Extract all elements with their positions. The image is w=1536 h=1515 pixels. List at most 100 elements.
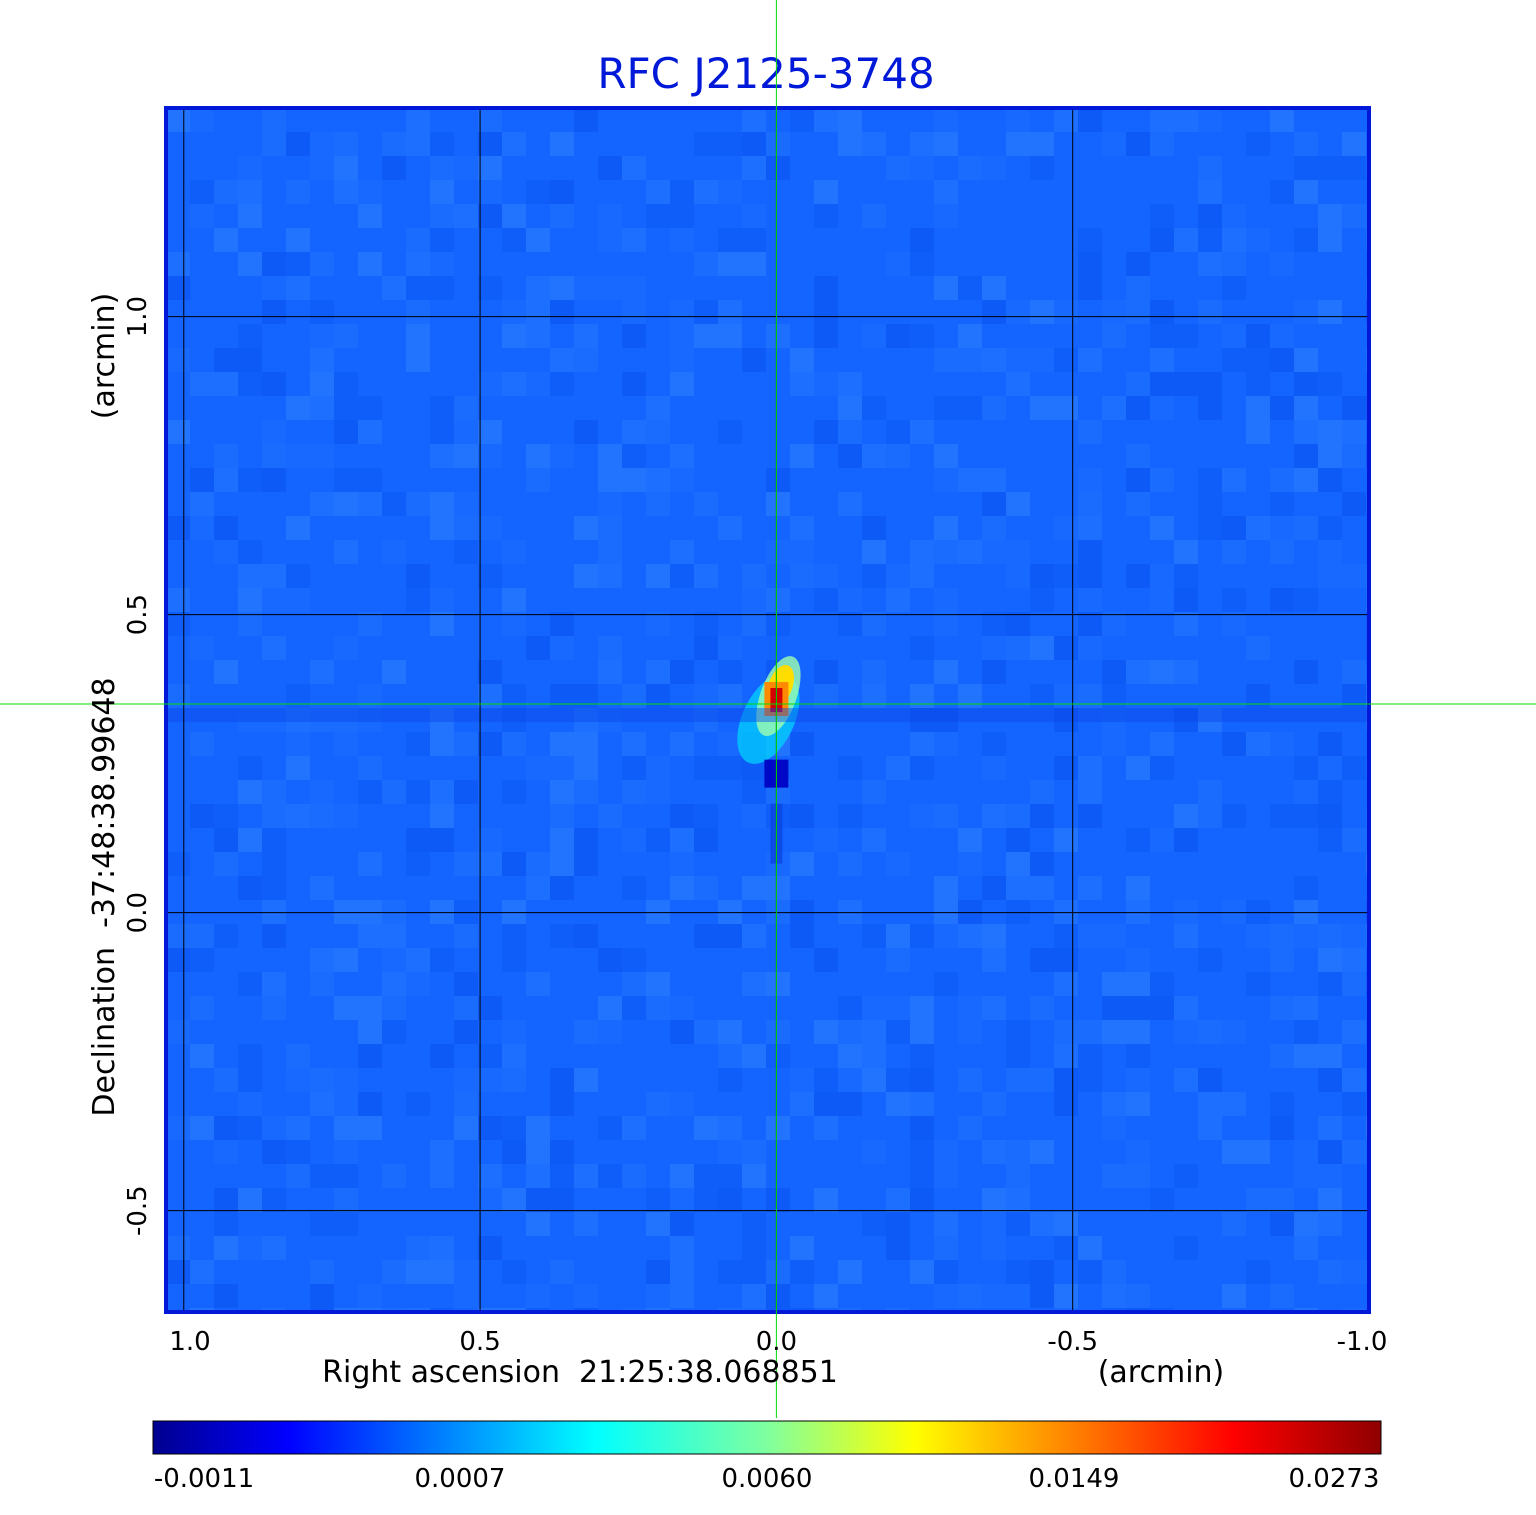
noise-pixel (382, 276, 406, 300)
noise-pixel (862, 1020, 886, 1044)
noise-pixel (694, 756, 718, 780)
noise-pixel (454, 972, 478, 996)
noise-pixel (1198, 396, 1222, 420)
noise-pixel (1030, 996, 1054, 1020)
noise-pixel (910, 324, 934, 348)
noise-pixel (1078, 276, 1102, 300)
noise-pixel (310, 252, 334, 276)
noise-pixel (190, 804, 214, 828)
noise-pixel (454, 444, 478, 468)
noise-pixel (670, 876, 694, 900)
noise-pixel (670, 1188, 694, 1212)
noise-pixel (1294, 1164, 1318, 1188)
noise-pixel (742, 972, 766, 996)
noise-pixel (1054, 300, 1078, 324)
noise-pixel (1174, 564, 1198, 588)
noise-pixel (646, 660, 670, 684)
noise-pixel (502, 1116, 526, 1140)
noise-pixel (1246, 900, 1270, 924)
noise-pixel (886, 588, 910, 612)
plot-area (166, 108, 1369, 1312)
noise-pixel (454, 420, 478, 444)
noise-pixel (1054, 1212, 1078, 1236)
noise-pixel (1150, 660, 1174, 684)
noise-pixel (934, 732, 958, 756)
noise-pixel (190, 180, 214, 204)
noise-pixel (598, 228, 622, 252)
noise-pixel (742, 804, 766, 828)
noise-pixel (1102, 972, 1126, 996)
noise-pixel (982, 468, 1006, 492)
noise-pixel (742, 1164, 766, 1188)
noise-pixel (502, 612, 526, 636)
noise-pixel (190, 492, 214, 516)
noise-pixel (1174, 1020, 1198, 1044)
noise-pixel (670, 1164, 694, 1188)
noise-pixel (862, 660, 886, 684)
noise-pixel (238, 204, 262, 228)
noise-pixel (430, 132, 454, 156)
noise-pixel (1006, 108, 1030, 132)
noise-pixel (790, 516, 814, 540)
noise-pixel (862, 516, 886, 540)
noise-pixel (958, 468, 982, 492)
noise-pixel (406, 948, 430, 972)
noise-pixel (718, 1020, 742, 1044)
noise-pixel (958, 348, 982, 372)
noise-pixel (1006, 540, 1030, 564)
noise-pixel (622, 228, 646, 252)
noise-pixel (310, 300, 334, 324)
noise-pixel (286, 564, 310, 588)
noise-pixel (310, 324, 334, 348)
noise-pixel (694, 1188, 718, 1212)
noise-pixel (1174, 324, 1198, 348)
noise-pixel (1150, 732, 1174, 756)
noise-pixel (790, 1068, 814, 1092)
noise-pixel (478, 156, 502, 180)
noise-pixel (1198, 204, 1222, 228)
noise-pixel (166, 948, 190, 972)
noise-pixel (766, 1284, 790, 1308)
noise-pixel (694, 324, 718, 348)
noise-pixel (598, 1116, 622, 1140)
noise-pixel (1270, 1116, 1294, 1140)
noise-pixel (718, 132, 742, 156)
noise-pixel (1126, 900, 1150, 924)
noise-pixel (382, 972, 406, 996)
noise-pixel (1126, 468, 1150, 492)
noise-pixel (430, 708, 454, 732)
noise-pixel (790, 348, 814, 372)
noise-pixel (598, 564, 622, 588)
noise-pixel (238, 588, 262, 612)
noise-pixel (1294, 516, 1318, 540)
noise-pixel (934, 540, 958, 564)
noise-pixel (982, 660, 1006, 684)
noise-pixel (910, 1188, 934, 1212)
noise-pixel (1054, 828, 1078, 852)
noise-pixel (238, 564, 262, 588)
noise-pixel (430, 276, 454, 300)
noise-pixel (1270, 252, 1294, 276)
noise-pixel (718, 324, 742, 348)
noise-pixel (838, 996, 862, 1020)
noise-pixel (358, 900, 382, 924)
noise-pixel (622, 300, 646, 324)
noise-pixel (1102, 1260, 1126, 1284)
noise-pixel (1270, 1092, 1294, 1116)
noise-pixel (1318, 732, 1342, 756)
noise-pixel (358, 1020, 382, 1044)
noise-pixel (1006, 852, 1030, 876)
noise-pixel (694, 492, 718, 516)
noise-pixel (1342, 756, 1366, 780)
noise-pixel (694, 1164, 718, 1188)
noise-pixel (1270, 396, 1294, 420)
noise-pixel (550, 732, 574, 756)
noise-pixel (166, 1116, 190, 1140)
noise-pixel (790, 564, 814, 588)
x-tick-labels: 1.0 0.5 0.0 -0.5 -1.0 (169, 1327, 1387, 1357)
noise-pixel (1294, 228, 1318, 252)
noise-pixel (1318, 564, 1342, 588)
noise-pixel (838, 492, 862, 516)
x-tick-label: -0.5 (1047, 1327, 1098, 1357)
noise-pixel (886, 852, 910, 876)
